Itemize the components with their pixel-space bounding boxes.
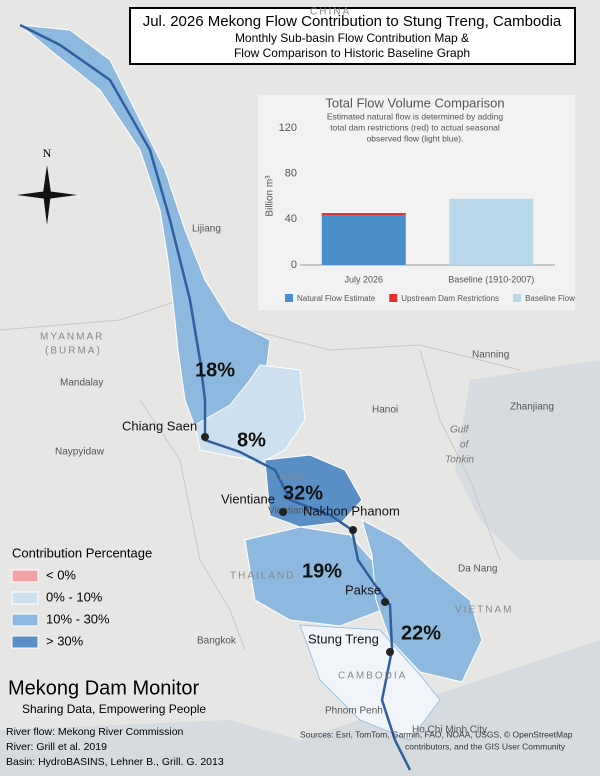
legend-swatch — [11, 591, 39, 605]
sea-label: Gulf — [450, 425, 470, 436]
bar — [321, 213, 406, 216]
legend-swatch — [11, 569, 39, 583]
country-label: CAMBODIA — [338, 671, 407, 682]
credit: Basin: HydroBASINS, Lehner B., Grill. G.… — [6, 756, 224, 768]
legend-swatch — [513, 294, 522, 302]
bar — [321, 215, 406, 265]
country-label: VIETNAM — [455, 605, 513, 616]
x-tick-label: July 2026 — [344, 274, 383, 284]
compass-label: N — [43, 146, 52, 160]
legend-label: 10% - 30% — [46, 611, 110, 626]
city-label: Naypyidaw — [55, 447, 105, 458]
city-label: Hanoi — [372, 405, 398, 416]
sea — [0, 640, 600, 776]
country-label: THAILAND — [230, 571, 295, 582]
legend-label: 0% - 10% — [46, 589, 103, 604]
city-label: Vientiane — [268, 506, 310, 517]
city-label: Nanning — [472, 350, 509, 361]
country-label: CHINA — [310, 7, 351, 18]
country-label: (BURMA) — [45, 346, 102, 357]
bar — [449, 198, 534, 265]
station-label: Chiang Saen — [122, 418, 197, 433]
sea-label: of — [460, 440, 470, 451]
title-box — [129, 7, 576, 65]
city-label: Da Nang — [458, 564, 497, 575]
city-label: Phnom Penh — [325, 706, 383, 717]
subtitle: Monthly Sub-basin Flow Contribution Map … — [235, 31, 469, 45]
legend: Contribution Percentage < 0% 0% - 10% 10% … — [11, 545, 152, 649]
y-axis-label: Billion m³ — [265, 175, 276, 217]
legend-label: Natural Flow Estimate — [297, 294, 376, 303]
city-label: Lijiang — [192, 224, 221, 235]
sources: contributors, and the GIS User Community — [405, 741, 566, 751]
station-label: Vientiane — [221, 491, 275, 506]
legend-label: < 0% — [46, 567, 76, 582]
chart-subtitle: observed flow (light blue). — [367, 133, 464, 143]
country-label: LAOS — [272, 472, 307, 483]
city-label: Mandalay — [60, 378, 103, 389]
y-tick-label: 0 — [291, 259, 297, 271]
compass: N — [17, 146, 77, 225]
legend-label: > 30% — [46, 633, 84, 648]
basin — [299, 624, 441, 741]
chart-title: Total Flow Volume Comparison — [325, 95, 504, 110]
basin-percent: 18% — [195, 359, 235, 381]
basin-percent: 22% — [401, 622, 441, 644]
credit: River flow: Mekong River Commission — [6, 726, 184, 738]
sea — [455, 360, 600, 560]
basin-percent: 8% — [237, 429, 266, 451]
title: Jul. 2026 Mekong Flow Contribution to St… — [143, 13, 562, 30]
basin-percent: 19% — [302, 560, 342, 582]
legend-label: Baseline Flow — [525, 294, 575, 303]
y-tick-label: 120 — [279, 122, 297, 134]
legend-title: Contribution Percentage — [12, 545, 152, 560]
station-label: Nakhon Phanom — [303, 503, 400, 518]
y-tick-label: 40 — [285, 213, 297, 225]
station-label: Pakse — [345, 582, 381, 597]
chart-subtitle: total dam restrictions (red) to actual s… — [330, 122, 500, 132]
x-tick-label: Baseline (1910-2007) — [448, 274, 534, 284]
city-label: Ho Chi Minh City — [412, 725, 487, 736]
station-label: Stung Treng — [308, 631, 379, 646]
credit: River: Grill et al. 2019 — [6, 741, 107, 753]
station-markers — [201, 433, 394, 656]
legend-swatch — [285, 294, 293, 302]
sources: Sources: Esri, TomTom, Garmin, FAO, NOAA… — [300, 729, 573, 739]
river — [19, 23, 412, 771]
y-tick-label: 80 — [285, 168, 297, 180]
legend-label: Upstream Dam Restrictions — [401, 294, 499, 303]
legend-swatch — [389, 294, 398, 302]
basin-percent: 32% — [283, 482, 323, 504]
city-label: Bangkok — [197, 636, 237, 647]
chart-subtitle: Estimated natural flow is determined by … — [327, 111, 504, 121]
basin — [264, 454, 363, 528]
legend-swatch — [11, 613, 39, 627]
country-label: MYANMAR — [40, 332, 104, 343]
city-label: Zhanjiang — [510, 402, 554, 413]
brand-tagline: Sharing Data, Empowering People — [22, 702, 206, 716]
legend-swatch — [11, 635, 39, 649]
brand-name: Mekong Dam Monitor — [8, 677, 200, 699]
subtitle: Flow Comparison to Historic Baseline Gra… — [234, 46, 470, 60]
basin — [194, 364, 306, 463]
sea-label: Tonkin — [445, 455, 475, 466]
